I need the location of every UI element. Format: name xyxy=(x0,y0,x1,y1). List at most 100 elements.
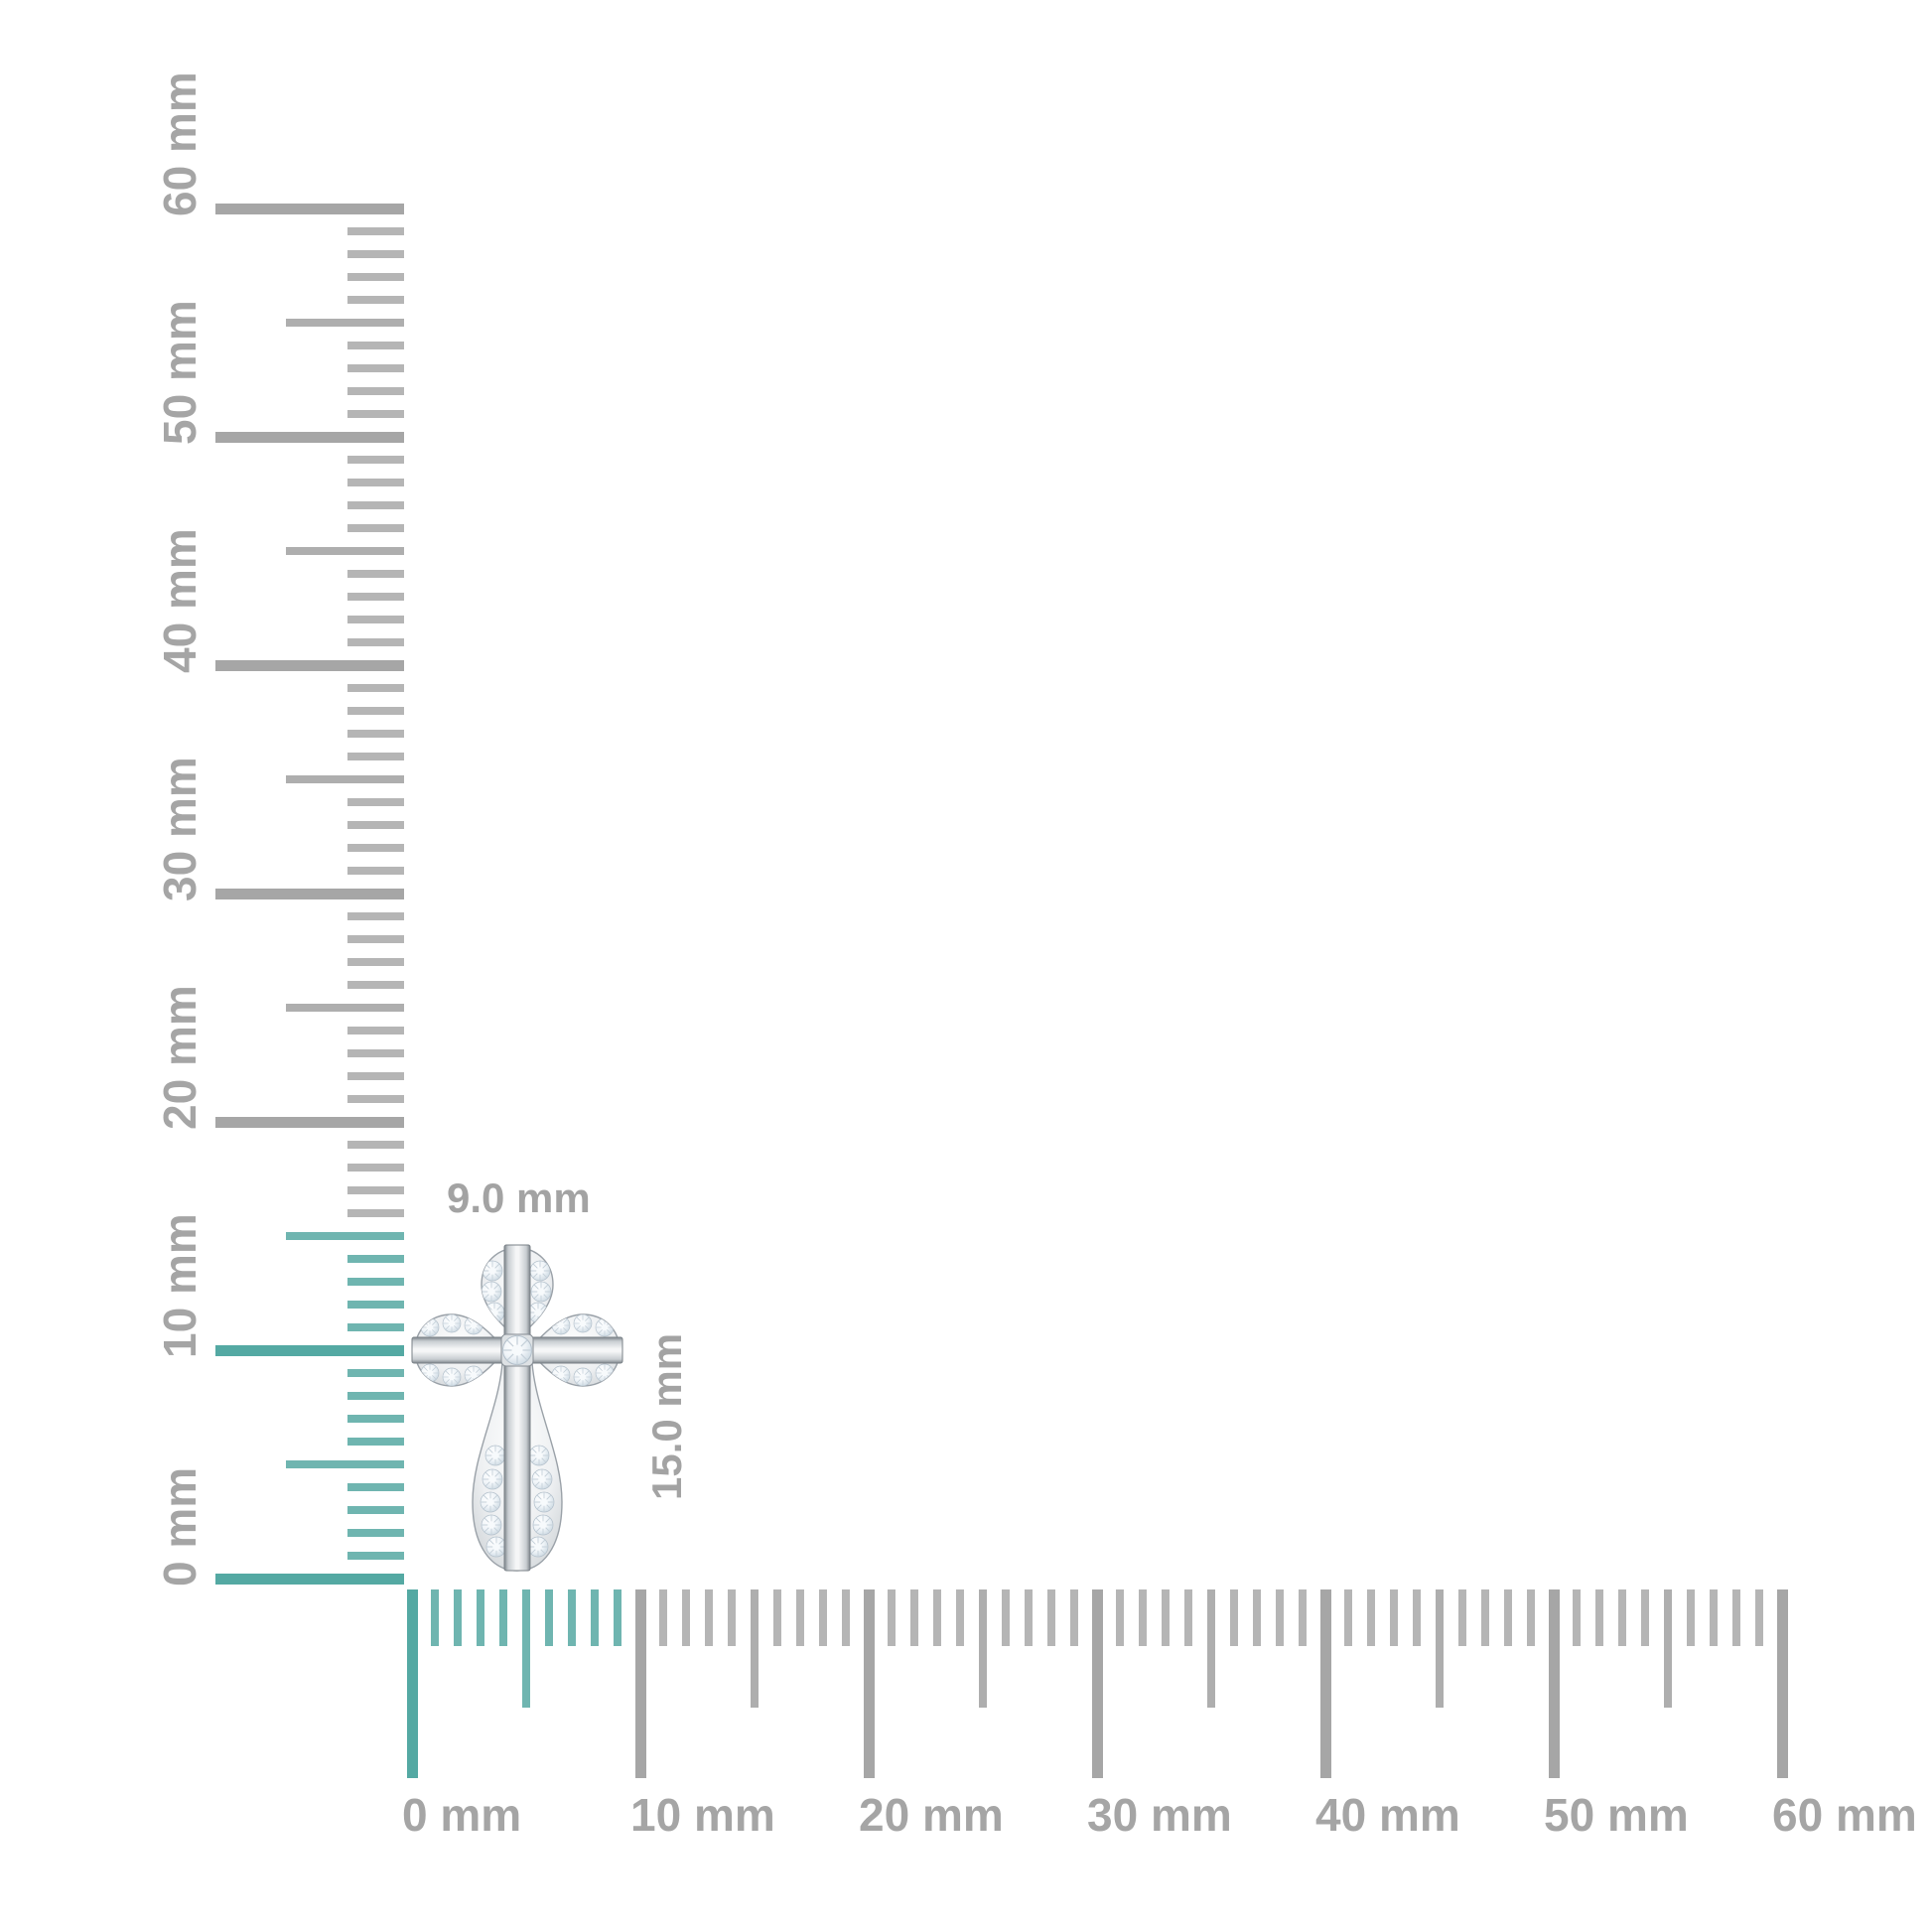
v-ruler-label-30mm: 30 mm xyxy=(154,757,206,901)
v-ruler-tick-2mm xyxy=(347,1529,404,1537)
h-ruler-tick-15mm xyxy=(751,1589,759,1708)
h-ruler-tick-17mm xyxy=(796,1589,804,1646)
h-ruler-tick-51mm xyxy=(1573,1589,1581,1646)
h-ruler-tick-37mm xyxy=(1253,1589,1261,1646)
v-ruler-tick-19mm xyxy=(347,1141,404,1149)
h-ruler-tick-12mm xyxy=(682,1589,690,1646)
h-ruler-tick-56mm xyxy=(1687,1589,1695,1646)
v-ruler-tick-49mm xyxy=(347,456,404,464)
v-ruler-label-40mm: 40 mm xyxy=(154,528,206,673)
h-ruler-tick-34mm xyxy=(1184,1589,1192,1646)
h-ruler-tick-46mm xyxy=(1458,1589,1466,1646)
v-ruler-label-20mm: 20 mm xyxy=(154,985,206,1130)
v-ruler-tick-50mm xyxy=(215,431,404,443)
h-ruler-tick-10mm xyxy=(634,1589,646,1778)
h-ruler-tick-8mm xyxy=(591,1589,599,1646)
v-ruler-tick-17mm xyxy=(347,1186,404,1194)
v-ruler-tick-36mm xyxy=(347,753,404,760)
v-ruler-tick-5mm xyxy=(286,1460,404,1468)
v-ruler-tick-51mm xyxy=(347,410,404,418)
h-ruler-label-10mm: 10 mm xyxy=(630,1789,775,1841)
cross-pendant-image xyxy=(411,1244,623,1572)
v-ruler-tick-60mm xyxy=(215,203,404,214)
v-ruler-tick-20mm xyxy=(215,1116,404,1128)
h-ruler-tick-47mm xyxy=(1481,1589,1489,1646)
v-ruler-label-10mm: 10 mm xyxy=(154,1213,206,1358)
v-ruler-tick-13mm xyxy=(347,1278,404,1286)
v-ruler-tick-40mm xyxy=(215,659,404,671)
h-ruler-tick-29mm xyxy=(1070,1589,1078,1646)
v-ruler-tick-41mm xyxy=(347,638,404,646)
v-ruler-tick-39mm xyxy=(347,684,404,692)
h-ruler-tick-60mm xyxy=(1776,1589,1788,1778)
cross-bars xyxy=(411,1244,623,1572)
v-ruler-tick-43mm xyxy=(347,593,404,601)
h-ruler-tick-14mm xyxy=(728,1589,736,1646)
h-ruler-tick-43mm xyxy=(1390,1589,1398,1646)
h-ruler-tick-31mm xyxy=(1116,1589,1124,1646)
h-ruler-label-60mm: 60 mm xyxy=(1772,1789,1917,1841)
v-ruler-tick-9mm xyxy=(347,1369,404,1377)
v-ruler-tick-46mm xyxy=(347,524,404,532)
h-ruler-tick-9mm xyxy=(614,1589,621,1646)
h-ruler-label-40mm: 40 mm xyxy=(1315,1789,1460,1841)
h-ruler-tick-28mm xyxy=(1047,1589,1055,1646)
h-ruler-label-50mm: 50 mm xyxy=(1544,1789,1689,1841)
h-ruler-tick-5mm xyxy=(522,1589,530,1708)
h-ruler-tick-49mm xyxy=(1527,1589,1535,1646)
h-ruler-tick-1mm xyxy=(431,1589,439,1646)
v-ruler-tick-58mm xyxy=(347,250,404,258)
v-ruler-tick-53mm xyxy=(347,364,404,372)
h-ruler-tick-16mm xyxy=(773,1589,781,1646)
v-ruler-tick-38mm xyxy=(347,707,404,715)
h-ruler-tick-3mm xyxy=(477,1589,484,1646)
h-ruler-tick-18mm xyxy=(819,1589,827,1646)
v-ruler-tick-57mm xyxy=(347,273,404,281)
v-ruler-tick-15mm xyxy=(286,1232,404,1240)
h-ruler-tick-42mm xyxy=(1367,1589,1375,1646)
v-ruler-tick-47mm xyxy=(347,501,404,509)
v-ruler-tick-16mm xyxy=(347,1209,404,1217)
h-ruler-tick-32mm xyxy=(1139,1589,1147,1646)
h-ruler-tick-21mm xyxy=(888,1589,896,1646)
v-ruler-tick-48mm xyxy=(347,479,404,486)
v-ruler-tick-42mm xyxy=(347,616,404,623)
height-dimension-label: 15.0 mm xyxy=(643,1332,690,1500)
v-ruler-tick-4mm xyxy=(347,1483,404,1491)
v-ruler-tick-45mm xyxy=(286,547,404,555)
v-ruler-tick-1mm xyxy=(347,1552,404,1560)
h-ruler-tick-7mm xyxy=(568,1589,576,1646)
h-ruler-tick-45mm xyxy=(1436,1589,1444,1708)
v-ruler-tick-22mm xyxy=(347,1072,404,1080)
v-ruler-tick-27mm xyxy=(347,958,404,966)
h-ruler-tick-52mm xyxy=(1595,1589,1603,1646)
h-ruler-tick-2mm xyxy=(454,1589,462,1646)
v-ruler-tick-44mm xyxy=(347,570,404,578)
h-ruler-tick-19mm xyxy=(842,1589,850,1646)
h-ruler-tick-53mm xyxy=(1618,1589,1626,1646)
v-ruler-tick-24mm xyxy=(347,1027,404,1035)
h-ruler-tick-27mm xyxy=(1025,1589,1033,1646)
v-ruler-tick-34mm xyxy=(347,798,404,806)
h-ruler-tick-36mm xyxy=(1230,1589,1238,1646)
v-ruler-tick-35mm xyxy=(286,775,404,783)
h-ruler-tick-6mm xyxy=(545,1589,553,1646)
v-ruler-tick-55mm xyxy=(286,319,404,327)
v-ruler-tick-28mm xyxy=(347,935,404,943)
h-ruler-tick-33mm xyxy=(1162,1589,1170,1646)
v-ruler-label-60mm: 60 mm xyxy=(154,71,206,216)
h-ruler-label-30mm: 30 mm xyxy=(1087,1789,1232,1841)
h-ruler-tick-55mm xyxy=(1664,1589,1672,1708)
h-ruler-tick-40mm xyxy=(1319,1589,1331,1778)
v-ruler-tick-12mm xyxy=(347,1301,404,1309)
h-ruler-tick-23mm xyxy=(933,1589,941,1646)
v-ruler-tick-56mm xyxy=(347,296,404,304)
v-ruler-tick-3mm xyxy=(347,1506,404,1514)
h-ruler-tick-0mm xyxy=(406,1589,418,1778)
h-ruler-tick-22mm xyxy=(910,1589,918,1646)
h-ruler-label-20mm: 20 mm xyxy=(859,1789,1004,1841)
v-ruler-tick-11mm xyxy=(347,1323,404,1331)
v-ruler-tick-18mm xyxy=(347,1164,404,1172)
width-dimension-label: 9.0 mm xyxy=(447,1174,591,1221)
